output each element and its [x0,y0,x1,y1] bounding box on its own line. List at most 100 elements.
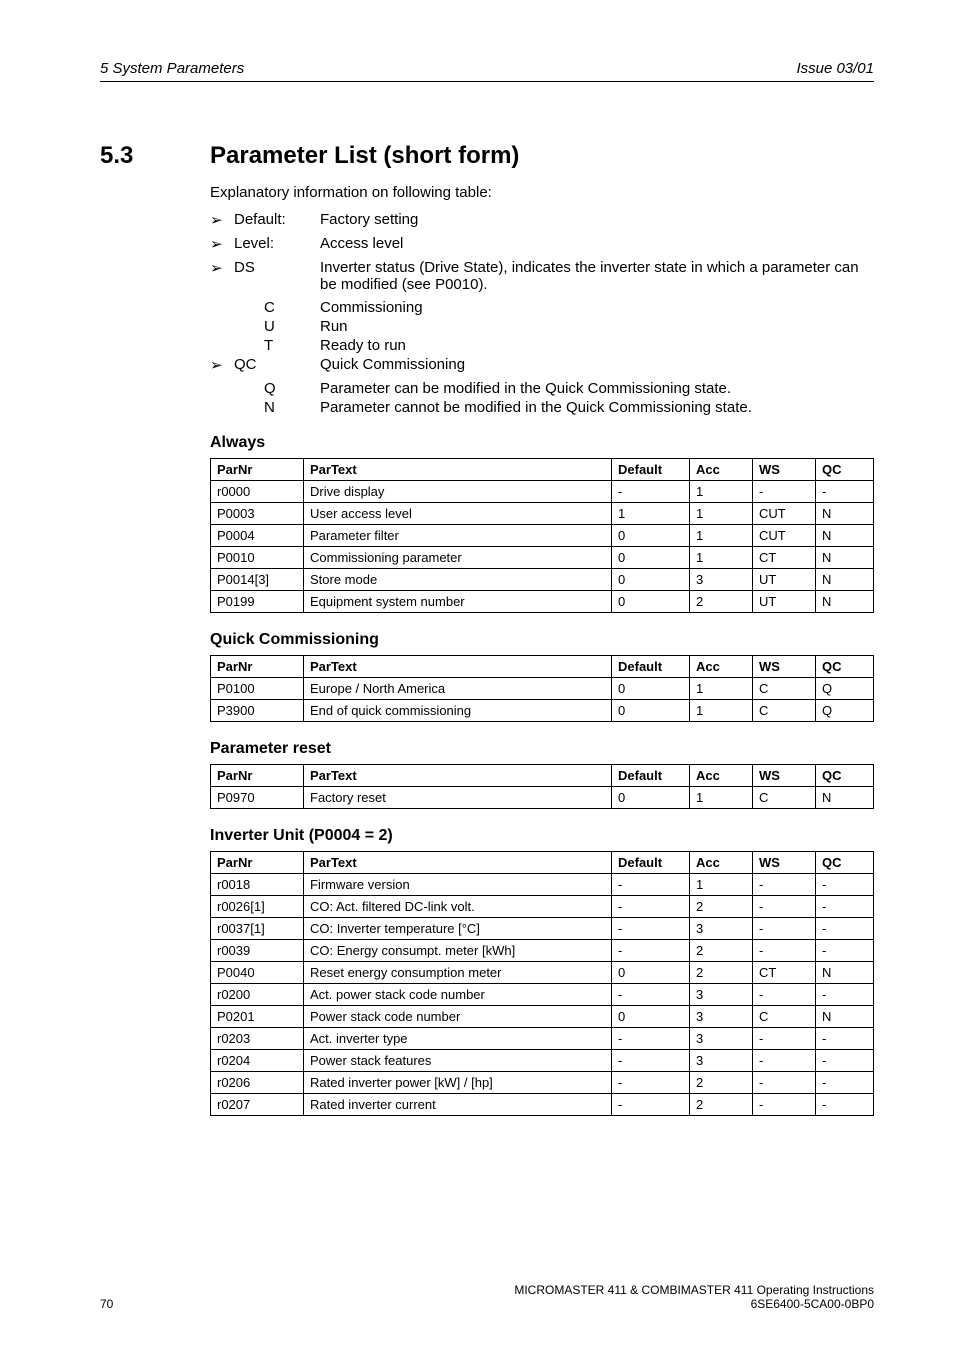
table-cell: N [816,591,874,613]
page-footer: 70 MICROMASTER 411 & COMBIMASTER 411 Ope… [100,1283,874,1311]
table-cell: P0970 [211,787,304,809]
table-row: P0003User access level11CUTN [211,503,874,525]
table-cell: 0 [612,962,690,984]
sub-key: U [234,318,320,335]
table-header-cell: QC [816,656,874,678]
sub-value: Parameter can be modified in the Quick C… [320,380,874,397]
table-cell: r0207 [211,1094,304,1116]
sub-value: Commissioning [320,299,874,316]
table-row: P0014[3]Store mode03UTN [211,569,874,591]
sub-item: TReady to run [234,337,874,354]
table-cell: - [612,1072,690,1094]
table-cell: C [753,700,816,722]
bullet-key: DS [234,259,320,276]
table-header-cell: Acc [690,852,753,874]
table-cell: - [816,481,874,503]
table-row: P0100Europe / North America01CQ [211,678,874,700]
table-cell: - [753,896,816,918]
table-header-cell: QC [816,459,874,481]
table-row: r0039CO: Energy consumpt. meter [kWh]-2-… [211,940,874,962]
table-cell: Rated inverter current [304,1094,612,1116]
sub-item: CCommissioning [234,299,874,316]
table-cell: 0 [612,547,690,569]
table-cell: - [612,940,690,962]
table-cell: - [816,940,874,962]
table-cell: - [753,874,816,896]
table-cell: Commissioning parameter [304,547,612,569]
table-cell: - [612,896,690,918]
table-cell: 0 [612,700,690,722]
sub-item: URun [234,318,874,335]
tables-container: AlwaysParNrParTextDefaultAccWSQCr0000Dri… [210,434,874,1116]
sub-list: CCommissioning URun TReady to run [234,299,874,354]
table-cell: P3900 [211,700,304,722]
table-cell: 3 [690,1028,753,1050]
page-header: 5 System Parameters Issue 03/01 [100,60,874,82]
table-cell: - [816,874,874,896]
table-cell: C [753,787,816,809]
explanatory-text: Explanatory information on following tab… [210,184,874,201]
table-cell: 2 [690,940,753,962]
table-cell: - [612,1050,690,1072]
table-cell: 1 [612,503,690,525]
table-row: P0970Factory reset01CN [211,787,874,809]
table-row: P3900End of quick commissioning01CQ [211,700,874,722]
header-right: Issue 03/01 [796,60,874,77]
table-cell: 0 [612,1006,690,1028]
sub-key: N [234,399,320,416]
table-cell: 2 [690,1094,753,1116]
table-cell: - [753,940,816,962]
table-header-cell: ParText [304,459,612,481]
table-header-cell: WS [753,765,816,787]
table-header-row: ParNrParTextDefaultAccWSQC [211,656,874,678]
table-header-cell: ParNr [211,656,304,678]
table-cell: Equipment system number [304,591,612,613]
table-cell: 0 [612,591,690,613]
table-cell: C [753,1006,816,1028]
table-cell: r0200 [211,984,304,1006]
table-row: r0026[1]CO: Act. filtered DC-link volt.-… [211,896,874,918]
table-row: P0040Reset energy consumption meter02CTN [211,962,874,984]
table-row: r0000Drive display-1-- [211,481,874,503]
table-cell: 2 [690,896,753,918]
bullet-key: Level: [234,235,320,252]
table-cell: C [753,678,816,700]
table-cell: - [612,1094,690,1116]
table-row: P0199Equipment system number02UTN [211,591,874,613]
table-cell: 2 [690,1072,753,1094]
table-row: r0206Rated inverter power [kW] / [hp]-2-… [211,1072,874,1094]
table-cell: Reset energy consumption meter [304,962,612,984]
table-header-cell: Default [612,656,690,678]
table-title: Quick Commissioning [210,631,874,649]
table-cell: N [816,569,874,591]
table-cell: CT [753,962,816,984]
table-cell: P0003 [211,503,304,525]
table-cell: 0 [612,569,690,591]
table-cell: - [753,1028,816,1050]
table-cell: CUT [753,525,816,547]
table-header-cell: Default [612,765,690,787]
sub-value: Ready to run [320,337,874,354]
table-header-cell: Acc [690,765,753,787]
table-header-cell: Default [612,459,690,481]
table-cell: P0010 [211,547,304,569]
table-cell: Power stack features [304,1050,612,1072]
table-cell: 3 [690,569,753,591]
table-cell: r0206 [211,1072,304,1094]
table-row: r0037[1]CO: Inverter temperature [°C]-3-… [211,918,874,940]
table-cell: - [753,1072,816,1094]
table-header-cell: ParNr [211,765,304,787]
table-cell: r0203 [211,1028,304,1050]
table-header-cell: QC [816,852,874,874]
table-header-cell: ParNr [211,459,304,481]
table-cell: 3 [690,984,753,1006]
param-table: ParNrParTextDefaultAccWSQCP0100Europe / … [210,655,874,722]
table-cell: N [816,525,874,547]
table-header-cell: ParNr [211,852,304,874]
table-cell: Rated inverter power [kW] / [hp] [304,1072,612,1094]
bullet-item: ➢Level:Access level [210,235,874,253]
table-cell: Firmware version [304,874,612,896]
table-cell: 3 [690,918,753,940]
table-header-row: ParNrParTextDefaultAccWSQC [211,852,874,874]
table-cell: CO: Inverter temperature [°C] [304,918,612,940]
